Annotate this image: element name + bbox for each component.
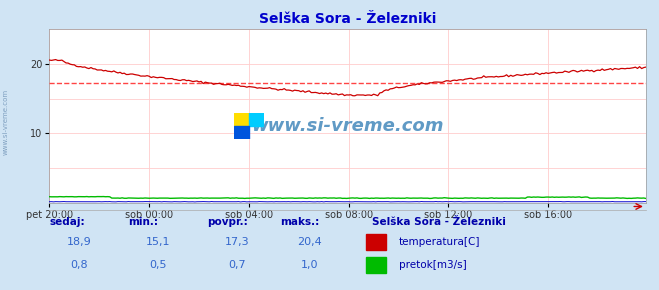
Text: 17,3: 17,3 (225, 237, 250, 247)
Text: 18,9: 18,9 (67, 237, 92, 247)
Text: www.si-vreme.com: www.si-vreme.com (251, 117, 444, 135)
Text: 0,5: 0,5 (150, 260, 167, 270)
Text: min.:: min.: (129, 217, 159, 227)
Text: temperatura[C]: temperatura[C] (399, 237, 480, 247)
Bar (234, 126, 249, 139)
Text: pretok[m3/s]: pretok[m3/s] (399, 260, 467, 270)
Text: 0,7: 0,7 (229, 260, 246, 270)
Text: maks.:: maks.: (280, 217, 320, 227)
Bar (234, 113, 249, 126)
Text: www.si-vreme.com: www.si-vreme.com (2, 89, 9, 155)
Bar (249, 113, 264, 126)
Text: 20,4: 20,4 (297, 237, 322, 247)
Text: sedaj:: sedaj: (49, 217, 85, 227)
Text: Selška Sora - Železniki: Selška Sora - Železniki (372, 217, 506, 227)
Text: povpr.:: povpr.: (208, 217, 248, 227)
Text: 1,0: 1,0 (301, 260, 318, 270)
Text: 0,8: 0,8 (71, 260, 88, 270)
Text: 15,1: 15,1 (146, 237, 171, 247)
Title: Selška Sora - Železniki: Selška Sora - Železniki (259, 12, 436, 26)
